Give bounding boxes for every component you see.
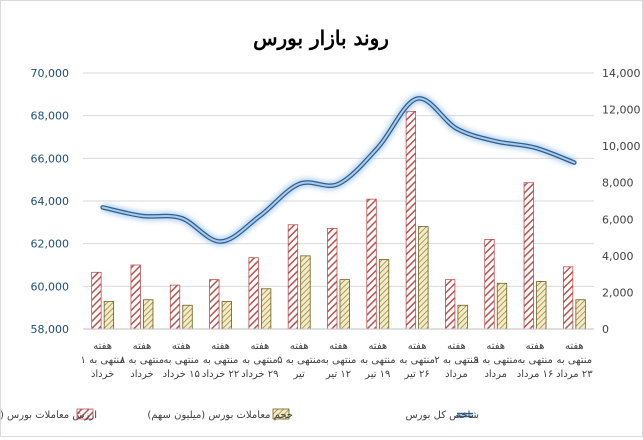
- bar-trade-volume: [496, 282, 508, 330]
- left-axis-tick-label: 64,000: [31, 195, 70, 208]
- index-line-glow: [101, 94, 576, 247]
- bar-trade-volume: [103, 301, 115, 330]
- bar-trade-value: [287, 224, 299, 330]
- left-axis-tick-label: 60,000: [31, 280, 70, 293]
- bar-trade-value: [562, 266, 574, 330]
- left-axis-tick-label: 66,000: [31, 152, 70, 165]
- bar-trade-volume: [457, 304, 468, 330]
- category-label: هفته منتهی به ۲۹ خرداد: [241, 341, 278, 380]
- category-label: هفته منتهی به ۱۶ مرداد: [517, 341, 554, 380]
- legend-swatch-trade-volume: [272, 408, 290, 420]
- bar-trade-volume: [378, 259, 390, 330]
- left-axis-tick-label: 68,000: [31, 110, 70, 123]
- bar-trade-value: [209, 279, 220, 330]
- category-label: هفته منتهی به ۲۶ تیر: [399, 341, 435, 380]
- category-label: هفته منتهی به ۹ مرداد: [474, 341, 518, 380]
- bar-trade-volume: [182, 304, 193, 330]
- right-axis-tick-label: 12,000: [602, 104, 641, 117]
- bar-trade-volume: [536, 281, 547, 330]
- bar-trade-value: [130, 264, 141, 330]
- category-label: هفته منتهی به ۱ خرداد: [81, 341, 125, 380]
- bar-trade-volume: [300, 255, 311, 330]
- right-axis-tick-label: 8,000: [602, 177, 634, 190]
- bar-trade-value: [327, 228, 338, 330]
- bar-trade-volume: [575, 299, 586, 330]
- bar-trade-value: [366, 198, 377, 330]
- category-label: هفته منتهی به ۲۲ خرداد: [202, 341, 239, 380]
- category-label: هفته منتهی به ۸ خرداد: [120, 341, 164, 380]
- chart-title: روند بازار بورس: [253, 26, 389, 51]
- index-line: [101, 97, 576, 243]
- right-axis-tick-label: 4,000: [602, 250, 634, 263]
- bar-trade-value: [169, 284, 181, 330]
- right-axis-tick-label: 6,000: [602, 213, 634, 226]
- legend-label: ارزش معاملات بورس (میلیارد ریال): [1, 410, 97, 421]
- left-axis-tick-label: 70,000: [31, 67, 70, 80]
- category-label: هفته منتهی به ۱۹ تیر: [360, 341, 396, 380]
- bar-trade-value: [248, 257, 259, 330]
- legend-label: حجم معاملات بورس (میلیون سهم): [147, 410, 293, 421]
- bar-trade-volume: [339, 279, 350, 330]
- right-axis-tick-label: 2,000: [602, 286, 634, 299]
- category-label: هفته منتهی به ۵ تیر: [277, 341, 321, 380]
- category-label: هفته منتهی به ۲۳ مرداد: [556, 341, 593, 380]
- bar-trade-value: [484, 238, 495, 330]
- bar-trade-volume: [221, 301, 232, 330]
- bar-trade-volume: [418, 226, 429, 330]
- bar-trade-value: [445, 279, 456, 330]
- bar-trade-value: [91, 271, 102, 330]
- category-label: هفته منتهی به ۱۵ خرداد: [163, 341, 200, 380]
- left-axis-tick-label: 62,000: [31, 238, 70, 251]
- category-label: هفته منتهی به ۱۲ تیر: [321, 341, 357, 380]
- bar-trade-volume: [143, 299, 154, 330]
- category-label: هفته منتهی به ۲ مرداد: [434, 341, 478, 380]
- bar-trade-volume: [260, 288, 272, 330]
- bar-trade-value: [523, 182, 534, 330]
- right-axis-tick-label: 0: [602, 323, 609, 336]
- left-axis-tick-label: 58,000: [31, 323, 70, 336]
- right-axis-tick-label: 10,000: [602, 140, 641, 153]
- right-axis-tick-label: 14,000: [602, 67, 641, 80]
- bar-trade-value: [405, 111, 417, 330]
- legend-swatch-trade-value: [76, 408, 94, 420]
- legend-label: شاخص کل بورس: [405, 410, 479, 421]
